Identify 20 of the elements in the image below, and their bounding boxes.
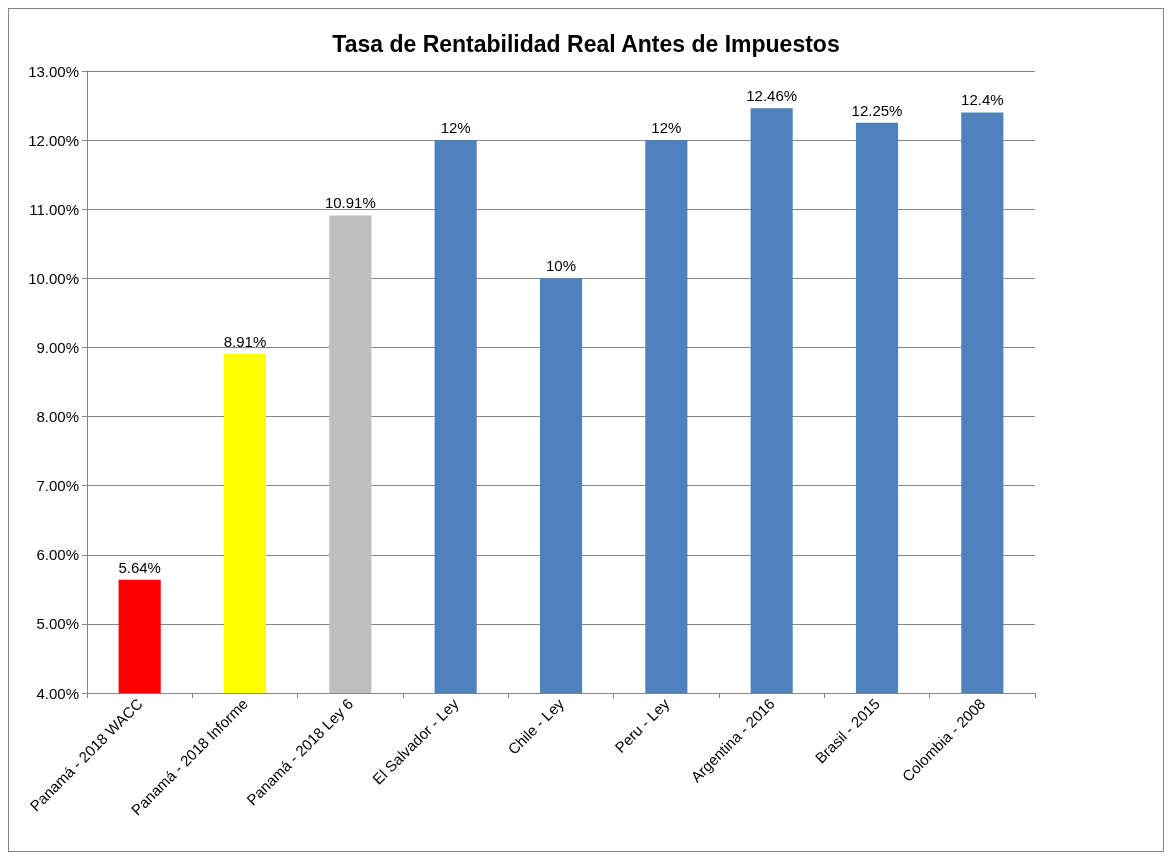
y-tick-label: 10.00% (28, 269, 79, 287)
chart-title: Tasa de Rentabilidad Real Antes de Impuestos (332, 30, 840, 57)
y-tick-label: 13.00% (28, 62, 79, 80)
data-label: 8.91% (223, 332, 267, 350)
y-tick-label: 9.00% (36, 338, 79, 356)
data-label: 10.91% (324, 194, 376, 212)
data-label: 12% (651, 119, 682, 137)
y-tick-label: 8.00% (36, 408, 79, 426)
data-label: 5.64% (118, 558, 161, 576)
data-label: 10% (545, 257, 577, 275)
data-label: 12% (440, 119, 471, 137)
y-tick-label: 7.00% (36, 477, 79, 495)
data-label: 12.4% (961, 91, 1004, 109)
y-tick-label: 4.00% (36, 684, 79, 702)
data-label: 12.25% (851, 101, 903, 119)
y-tick-label: 5.00% (36, 615, 79, 633)
y-tick-label: 11.00% (29, 200, 79, 218)
y-tick-label: 12.00% (28, 131, 79, 149)
data-label: 12.46% (746, 87, 798, 105)
y-tick-label: 6.00% (36, 546, 79, 564)
